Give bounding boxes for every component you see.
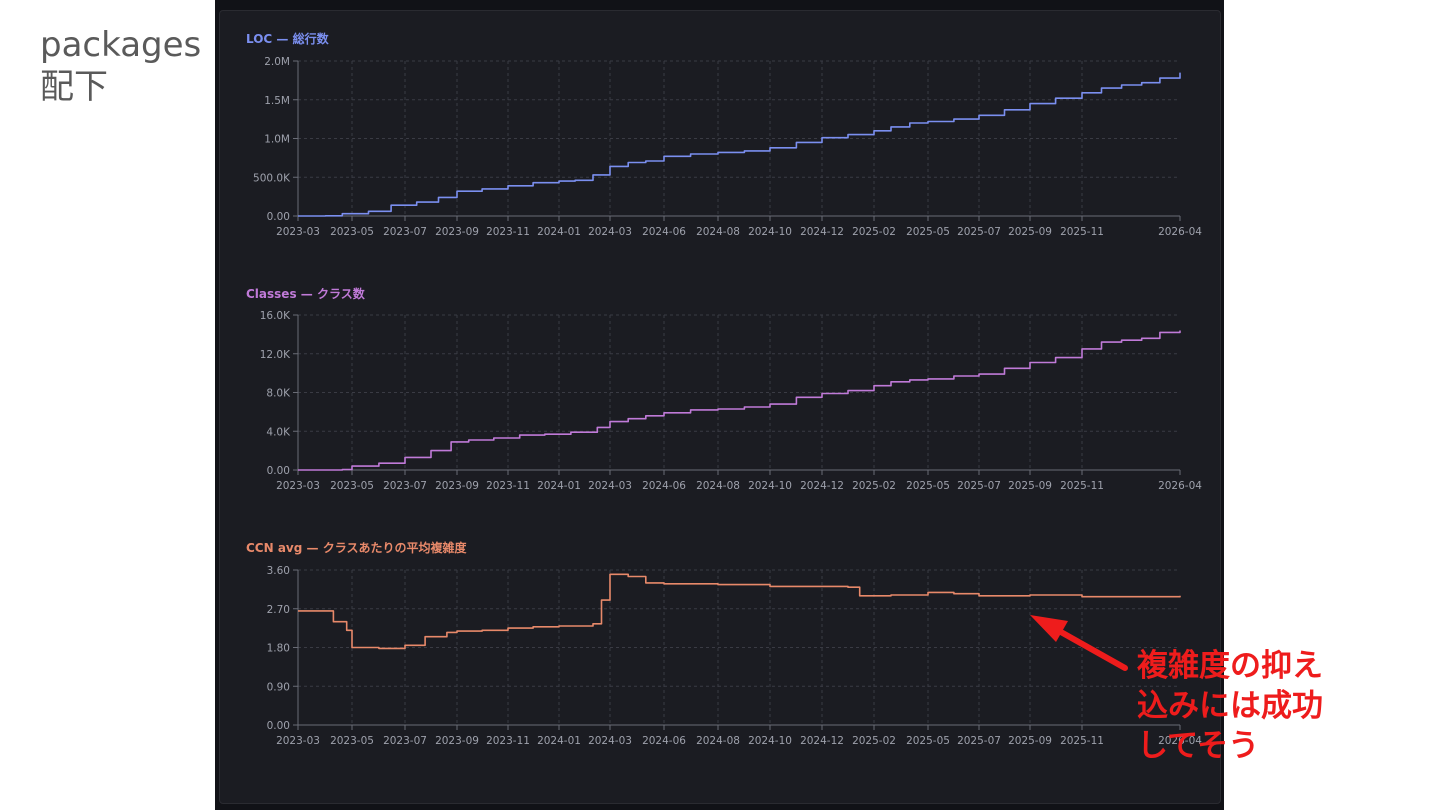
x-tick-label: 2023-03	[276, 226, 320, 238]
y-tick-label: 1.5M	[264, 95, 290, 107]
x-tick-label: 2025-09	[1008, 735, 1052, 747]
x-tick-label: 2024-06	[642, 480, 686, 492]
x-tick-label: 2024-12	[800, 480, 844, 492]
chart-title: Classes — クラス数	[246, 286, 366, 301]
x-tick-label: 2024-12	[800, 226, 844, 238]
x-tick-label: 2023-09	[435, 480, 479, 492]
x-tick-label: 2025-11	[1060, 226, 1104, 238]
x-tick-label: 2025-02	[852, 480, 896, 492]
y-tick-label: 2.70	[267, 604, 290, 616]
x-tick-label: 2023-05	[330, 226, 374, 238]
x-tick-label: 2026-04	[1158, 226, 1202, 238]
y-tick-label: 1.0M	[264, 134, 290, 146]
x-tick-label: 2023-07	[383, 480, 427, 492]
x-tick-label: 2025-02	[852, 226, 896, 238]
x-tick-label: 2024-01	[537, 226, 581, 238]
x-tick-label: 2026-04	[1158, 480, 1202, 492]
x-tick-label: 2024-06	[642, 226, 686, 238]
x-tick-label: 2025-05	[906, 480, 950, 492]
x-tick-label: 2023-09	[435, 735, 479, 747]
x-tick-label: 2023-07	[383, 226, 427, 238]
x-tick-label: 2023-05	[330, 735, 374, 747]
x-tick-label: 2025-05	[906, 735, 950, 747]
x-tick-label: 2024-01	[537, 480, 581, 492]
x-tick-label: 2025-11	[1060, 735, 1104, 747]
x-tick-label: 2023-11	[486, 480, 530, 492]
x-tick-label: 2024-03	[588, 226, 632, 238]
x-tick-label: 2025-07	[957, 226, 1001, 238]
y-tick-label: 16.0K	[260, 310, 291, 322]
chart-title: LOC — 総行数	[246, 31, 330, 46]
x-tick-label: 2023-07	[383, 735, 427, 747]
x-tick-label: 2025-07	[957, 735, 1001, 747]
x-tick-label: 2025-05	[906, 226, 950, 238]
series-line	[298, 573, 1181, 650]
x-tick-label: 2024-10	[748, 735, 792, 747]
y-tick-label: 12.0K	[260, 349, 291, 361]
x-tick-label: 2023-09	[435, 226, 479, 238]
y-tick-label: 4.0K	[266, 426, 291, 438]
y-tick-label: 500.0K	[253, 172, 291, 184]
x-tick-label: 2025-09	[1008, 226, 1052, 238]
y-tick-label: 0.00	[267, 211, 290, 223]
chart-1: LOC — 総行数 0.00 500.0K 1.0M 1.5M 2.0M 2023-03 20…	[246, 31, 1202, 238]
y-tick-label: 0.90	[267, 681, 290, 693]
dashboard-panel	[215, 0, 1224, 810]
slide-title: packages 配下	[40, 25, 202, 107]
x-tick-label: 2025-09	[1008, 480, 1052, 492]
chart-2: Classes — クラス数 0.00 4.0K 8.0K 12.0K 16.0K 2023…	[246, 286, 1202, 492]
annotation-text: 複雑度の抑え 込みには成功 してそう	[1137, 648, 1323, 764]
series-line	[298, 72, 1181, 217]
x-tick-label: 2024-12	[800, 735, 844, 747]
x-tick-label: 2024-10	[748, 480, 792, 492]
x-tick-label: 2025-02	[852, 735, 896, 747]
y-tick-label: 1.80	[267, 643, 290, 655]
chart-3: CCN avg — クラスあたりの平均複雑度 0.00 0.90 1.80 2.70 3.…	[246, 540, 1202, 747]
x-tick-label: 2024-10	[748, 226, 792, 238]
x-tick-label: 2023-03	[276, 480, 320, 492]
y-tick-label: 0.00	[267, 465, 290, 477]
x-tick-label: 2024-03	[588, 735, 632, 747]
x-tick-label: 2024-01	[537, 735, 581, 747]
series-line	[298, 330, 1181, 471]
x-tick-label: 2024-03	[588, 480, 632, 492]
x-tick-label: 2023-05	[330, 480, 374, 492]
x-tick-label: 2025-07	[957, 480, 1001, 492]
x-tick-label: 2026-04	[1158, 735, 1202, 747]
x-tick-label: 2024-08	[696, 735, 740, 747]
x-tick-label: 2024-08	[696, 226, 740, 238]
y-tick-label: 8.0K	[266, 388, 291, 400]
chart-title: CCN avg — クラスあたりの平均複雑度	[246, 540, 467, 555]
x-tick-label: 2024-08	[696, 480, 740, 492]
dashboard-panel-inner	[219, 10, 1221, 804]
y-tick-label: 3.60	[267, 565, 290, 577]
x-tick-label: 2023-11	[486, 226, 530, 238]
x-tick-label: 2024-06	[642, 735, 686, 747]
x-tick-label: 2023-03	[276, 735, 320, 747]
x-tick-label: 2025-11	[1060, 480, 1104, 492]
x-tick-label: 2023-11	[486, 735, 530, 747]
y-tick-label: 0.00	[267, 720, 290, 732]
y-tick-label: 2.0M	[264, 56, 290, 68]
